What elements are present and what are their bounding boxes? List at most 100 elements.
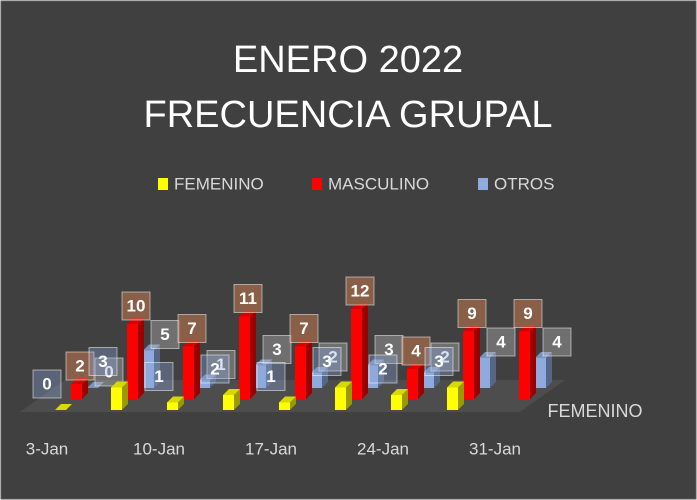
data-label-box bbox=[312, 347, 342, 376]
bar bbox=[295, 346, 306, 399]
bar-side bbox=[322, 367, 328, 388]
x-tick-label: 31-Jan bbox=[469, 439, 521, 458]
data-label: 3 bbox=[434, 352, 443, 371]
data-label: 3 bbox=[98, 352, 107, 371]
data-label-box bbox=[542, 327, 572, 357]
data-label: 3 bbox=[322, 352, 331, 371]
data-label-box bbox=[424, 347, 454, 376]
data-label-box bbox=[486, 327, 516, 357]
bar-side bbox=[234, 389, 240, 410]
x-tick-label: 10-Jan bbox=[133, 439, 185, 458]
depth-axis-label: FEMENINO bbox=[547, 401, 642, 421]
legend-label: OTROS bbox=[494, 174, 554, 193]
bar-side bbox=[210, 374, 216, 388]
data-label-box bbox=[200, 354, 230, 384]
data-label-box bbox=[289, 314, 319, 343]
bar-side bbox=[418, 363, 424, 399]
bar-top bbox=[223, 389, 240, 395]
data-label: 1 bbox=[266, 367, 275, 386]
legend-marker bbox=[158, 178, 168, 190]
data-label-box bbox=[457, 299, 487, 328]
bar-top bbox=[335, 381, 352, 388]
data-label-box bbox=[144, 362, 174, 391]
data-label: 12 bbox=[351, 281, 370, 300]
x-tick-label: 3-Jan bbox=[26, 439, 69, 458]
data-label-box bbox=[88, 347, 118, 376]
data-label-box bbox=[368, 354, 398, 384]
bar-side bbox=[378, 359, 384, 388]
data-label: 0 bbox=[104, 362, 113, 381]
bar bbox=[111, 387, 122, 410]
bar-side bbox=[458, 381, 464, 410]
bar-top bbox=[111, 381, 128, 388]
data-label-box bbox=[177, 314, 207, 343]
data-label: 7 bbox=[299, 319, 308, 338]
bar-side bbox=[122, 381, 128, 410]
bar-side bbox=[402, 389, 408, 410]
data-label-box bbox=[262, 335, 292, 364]
data-label: 5 bbox=[160, 325, 169, 344]
data-label: 2 bbox=[75, 356, 84, 375]
data-label: 1 bbox=[154, 367, 163, 386]
legend-marker bbox=[478, 178, 488, 190]
bar bbox=[519, 331, 530, 399]
bar-side bbox=[490, 352, 496, 388]
bar-side bbox=[250, 310, 256, 399]
bar-side bbox=[194, 340, 200, 399]
bar-top bbox=[55, 404, 72, 410]
data-label-box bbox=[94, 357, 124, 387]
data-label: 3 bbox=[272, 340, 281, 359]
data-label: 11 bbox=[239, 289, 257, 308]
bar bbox=[535, 358, 546, 388]
data-label-box bbox=[32, 369, 62, 399]
data-label: 1 bbox=[216, 355, 225, 374]
bar-side bbox=[474, 325, 480, 399]
bar-side bbox=[362, 303, 368, 399]
data-label: 0 bbox=[42, 374, 51, 393]
bar bbox=[447, 387, 458, 410]
bar bbox=[255, 365, 266, 388]
bar bbox=[311, 373, 322, 388]
data-label: 7 bbox=[187, 319, 196, 338]
bar-top bbox=[167, 396, 184, 403]
bar-side bbox=[306, 340, 312, 399]
bar bbox=[199, 380, 210, 388]
data-label: 2 bbox=[210, 359, 219, 378]
legend-label: FEMENINO bbox=[174, 174, 264, 193]
bar-side bbox=[546, 352, 552, 388]
bar bbox=[183, 346, 194, 399]
x-tick-label: 24-Jan bbox=[357, 439, 409, 458]
bar bbox=[423, 373, 434, 388]
bar bbox=[279, 402, 290, 410]
bar bbox=[223, 395, 234, 410]
bar bbox=[367, 365, 378, 388]
data-label: 2 bbox=[440, 347, 449, 366]
x-tick-label: 17-Jan bbox=[245, 439, 297, 458]
bar bbox=[167, 402, 178, 410]
bar-side bbox=[530, 325, 536, 399]
bar bbox=[127, 324, 138, 399]
bar bbox=[391, 395, 402, 410]
data-label: 4 bbox=[552, 332, 562, 351]
bar-side bbox=[346, 381, 352, 410]
bar bbox=[351, 309, 362, 399]
data-label: 2 bbox=[378, 359, 387, 378]
data-label: 9 bbox=[523, 304, 532, 323]
data-label: 2 bbox=[328, 347, 337, 366]
chart-title: ENERO 2022 bbox=[233, 39, 463, 81]
bar-side bbox=[266, 359, 272, 388]
data-label-box bbox=[121, 291, 151, 321]
data-label-box bbox=[256, 362, 286, 391]
bar bbox=[143, 350, 154, 388]
data-label: 10 bbox=[127, 296, 146, 315]
bar bbox=[463, 331, 474, 399]
bar bbox=[407, 369, 418, 399]
bar-top bbox=[391, 389, 408, 395]
bar-side bbox=[154, 344, 160, 388]
bar-side bbox=[290, 396, 296, 410]
data-label: 9 bbox=[467, 304, 476, 323]
bar bbox=[479, 358, 490, 388]
bar-side bbox=[434, 367, 440, 388]
bar bbox=[71, 384, 82, 399]
